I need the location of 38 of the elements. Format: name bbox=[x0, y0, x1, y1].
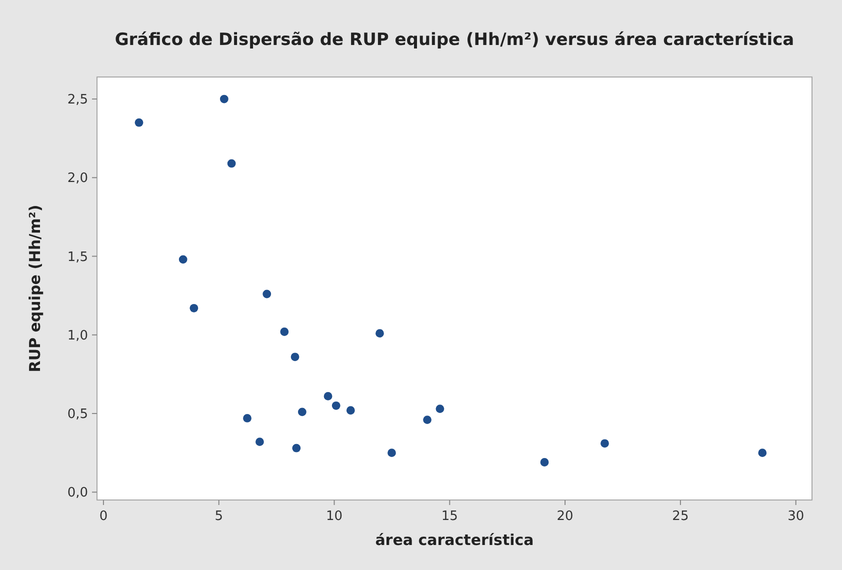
point bbox=[388, 448, 396, 458]
point bbox=[436, 404, 444, 413]
point bbox=[290, 352, 300, 362]
point bbox=[227, 159, 236, 168]
point bbox=[256, 438, 264, 446]
y-tick-label: 0,5 bbox=[67, 407, 88, 422]
point bbox=[298, 408, 306, 416]
x-axis-title: área característica bbox=[375, 531, 534, 549]
y-tick-label: 1,0 bbox=[67, 328, 88, 344]
point bbox=[178, 255, 188, 264]
x-tick-label: 20 bbox=[556, 509, 574, 524]
x-tick-label: 25 bbox=[672, 509, 689, 524]
point bbox=[758, 448, 767, 458]
point bbox=[134, 118, 144, 127]
point bbox=[190, 304, 198, 312]
point bbox=[262, 290, 272, 298]
point bbox=[346, 406, 355, 415]
y-tick-label: 2,0 bbox=[67, 171, 88, 186]
point bbox=[332, 401, 340, 410]
y-tick-label: 2,5 bbox=[67, 92, 88, 108]
point bbox=[423, 416, 432, 424]
point bbox=[324, 392, 332, 400]
x-tick-label: 10 bbox=[326, 509, 343, 524]
y-tick-label: 1,5 bbox=[67, 250, 88, 265]
x-tick-label: 15 bbox=[441, 509, 458, 524]
point bbox=[220, 94, 228, 104]
point bbox=[243, 414, 252, 422]
x-tick-label: 0 bbox=[99, 509, 108, 524]
chart-title: Gráfico de Dispersão de RUP equipe (Hh/m²) versus área característica bbox=[114, 30, 794, 50]
y-axis-title: RUP equipe (Hh/m²) bbox=[26, 204, 44, 372]
point bbox=[280, 328, 289, 336]
point bbox=[376, 329, 384, 338]
point bbox=[600, 439, 609, 448]
point bbox=[292, 444, 301, 452]
x-tick-label: 30 bbox=[788, 509, 804, 524]
point bbox=[540, 458, 549, 466]
y-tick-label: 0,0 bbox=[67, 486, 88, 501]
x-tick-label: 5 bbox=[214, 509, 223, 524]
